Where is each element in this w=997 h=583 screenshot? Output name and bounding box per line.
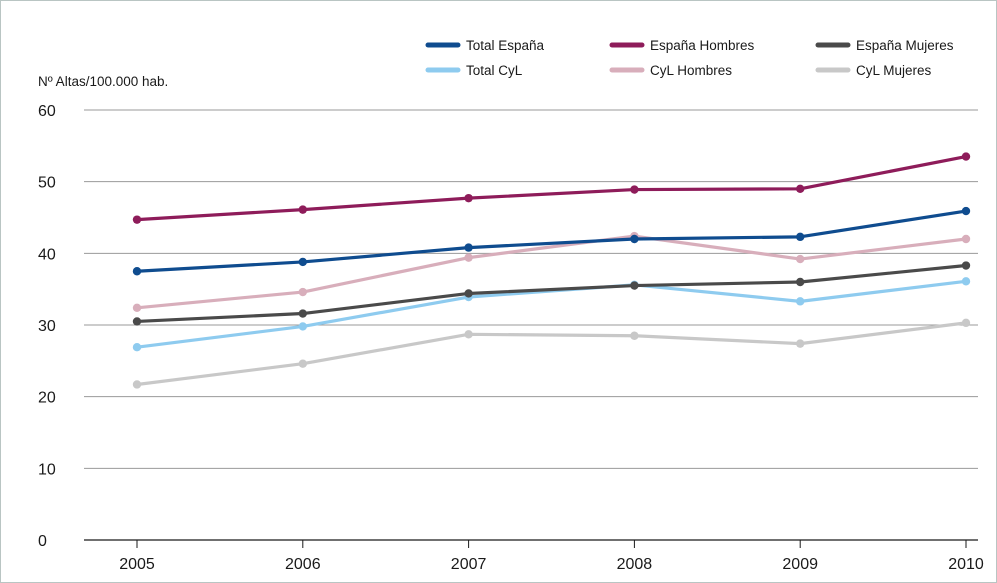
data-point: [132, 380, 142, 389]
data-point: [298, 359, 307, 368]
y-tick-label: 40: [38, 246, 56, 263]
y-tick-label: 0: [38, 533, 47, 550]
x-tick-label: 2007: [451, 556, 487, 573]
data-point: [298, 309, 307, 318]
legend-label: CyL Mujeres: [856, 63, 932, 78]
data-point: [796, 232, 805, 242]
series-line: [132, 318, 971, 389]
legend-label: Total CyL: [466, 63, 523, 78]
x-tick-label: 2008: [617, 556, 653, 573]
legend-item: CyL Mujeres: [815, 63, 932, 78]
data-point: [630, 281, 639, 290]
legend-item: España Mujeres: [815, 38, 954, 53]
y-tick-label: 10: [38, 461, 56, 478]
series-group: [132, 152, 971, 389]
data-point: [796, 254, 805, 264]
legend-item: CyL Hombres: [609, 63, 732, 78]
axis: 0 10 20 30 40 50 60 2005 2006 2007 2008 2009 2010: [38, 103, 984, 573]
data-point: [630, 234, 639, 244]
y-tick-label: 60: [38, 103, 56, 120]
legend-item: Total CyL: [425, 63, 523, 78]
series-line: [132, 231, 971, 312]
data-point: [132, 267, 142, 276]
x-tick-label: 2010: [948, 556, 984, 573]
y-tick-label: 20: [38, 390, 56, 407]
data-point: [298, 322, 307, 331]
legend-label: España Mujeres: [856, 38, 954, 53]
legend: Total España España Hombres España Mujeres…: [425, 38, 954, 78]
x-tick-label: 2009: [782, 556, 818, 573]
data-point: [961, 234, 971, 244]
data-point: [464, 243, 473, 252]
series-polyline: [135, 321, 968, 387]
data-point: [961, 277, 971, 286]
data-point: [132, 303, 142, 312]
data-point: [132, 317, 142, 326]
legend-label: Total España: [466, 38, 545, 53]
data-point: [464, 289, 473, 298]
series-polyline: [135, 234, 968, 310]
data-point: [298, 205, 307, 214]
data-point: [464, 330, 473, 339]
x-tick-label: 2005: [119, 556, 155, 573]
x-tick-label: 2006: [285, 556, 321, 573]
data-point: [630, 331, 639, 340]
series-polyline: [135, 154, 968, 222]
data-point: [961, 206, 971, 216]
data-point: [961, 152, 971, 161]
data-point: [464, 253, 473, 262]
data-point: [796, 184, 805, 194]
legend-item: Total España: [425, 38, 545, 53]
series-line: [132, 206, 971, 276]
data-point: [961, 261, 971, 270]
series-line: [132, 261, 971, 326]
series-line: [132, 152, 971, 224]
data-point: [630, 185, 639, 194]
y-tick-label: 50: [38, 175, 56, 192]
data-point: [132, 343, 142, 352]
legend-label: España Hombres: [650, 38, 755, 53]
data-point: [796, 339, 805, 348]
data-point: [132, 215, 142, 224]
legend-label: CyL Hombres: [650, 63, 732, 78]
series-polyline: [135, 263, 968, 324]
data-point: [961, 318, 971, 328]
data-point: [796, 297, 805, 306]
data-point: [464, 193, 473, 203]
y-tick-label: 30: [38, 318, 56, 335]
data-point: [298, 257, 307, 267]
y-axis-label: Nº Altas/100.000 hab.: [38, 74, 168, 89]
legend-item: España Hombres: [609, 38, 755, 53]
data-point: [298, 287, 307, 297]
data-point: [796, 277, 805, 287]
series-polyline: [135, 209, 968, 273]
